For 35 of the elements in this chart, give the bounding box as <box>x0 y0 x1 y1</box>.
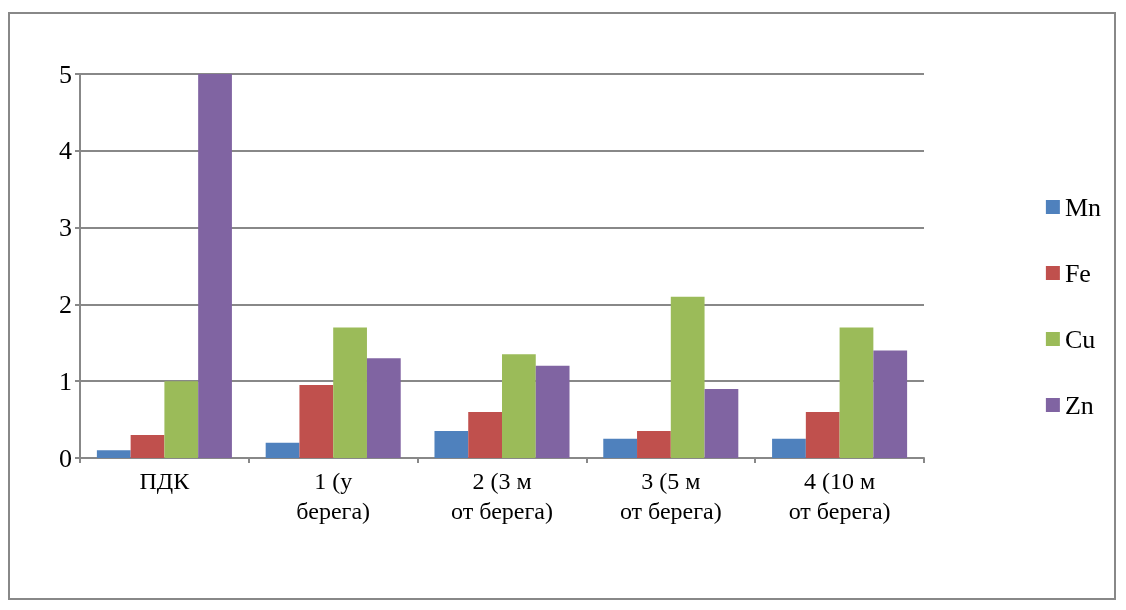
x-tick-label: 2 (3 м от берега) <box>451 468 553 524</box>
bar <box>434 431 469 458</box>
bar <box>603 438 638 458</box>
bar <box>265 442 300 458</box>
legend-label: Fe <box>1064 258 1091 288</box>
y-tick-label: 2 <box>59 289 72 319</box>
bar <box>468 411 502 458</box>
x-tick-label: 1 (у берега) <box>296 468 371 524</box>
y-tick-label: 4 <box>59 136 72 166</box>
bar <box>805 411 840 458</box>
y-tick-label: 3 <box>59 213 72 243</box>
bar <box>130 434 165 458</box>
bar <box>839 327 874 458</box>
bar <box>299 385 334 458</box>
x-tick-label: ПДК <box>139 468 191 494</box>
bar <box>670 296 705 458</box>
x-tick-label: 4 (10 м от берега) <box>788 468 891 524</box>
bar <box>535 365 570 458</box>
bar <box>366 358 401 458</box>
bar <box>637 431 671 458</box>
bar <box>873 350 908 458</box>
bar <box>772 438 806 458</box>
bar <box>164 381 199 458</box>
legend-label: Zn <box>1064 390 1094 420</box>
bar <box>96 450 131 458</box>
y-tick-label: 0 <box>59 443 72 473</box>
x-tick-label: 3 (5 м от берега) <box>619 468 722 524</box>
bar <box>502 354 536 458</box>
bar <box>333 327 367 458</box>
bar <box>704 388 739 458</box>
legend-label: Mn <box>1064 192 1102 222</box>
legend-label: Cu <box>1064 324 1096 354</box>
y-tick-label: 1 <box>59 366 72 396</box>
bar <box>198 74 232 458</box>
y-tick-label: 5 <box>59 59 72 89</box>
